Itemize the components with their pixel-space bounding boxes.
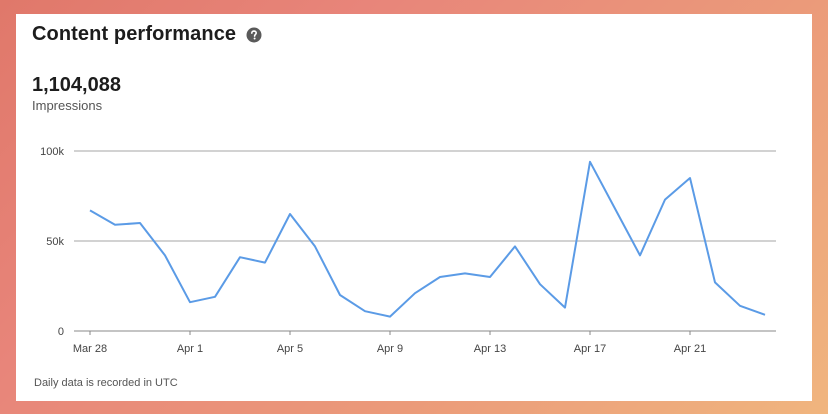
utc-footnote: Daily data is recorded in UTC	[34, 377, 178, 389]
data-point[interactable]	[136, 219, 144, 227]
y-tick-label: 0	[58, 326, 64, 338]
data-point[interactable]	[111, 221, 119, 229]
data-point[interactable]	[411, 289, 419, 297]
impressions-line-chart: 0 50k 100k Mar 28 Apr 1 Apr 5 Apr 9 Apr 13 Apr …	[40, 146, 776, 355]
impressions-value: 1,104,088	[32, 74, 121, 96]
content-performance-card: Content performance 1,104,088 Impression…	[16, 14, 812, 401]
x-tick-label: Apr 1	[177, 343, 203, 355]
impressions-label: Impressions	[32, 98, 103, 113]
data-point[interactable]	[461, 269, 469, 277]
x-tick-label: Apr 9	[377, 343, 403, 355]
data-point[interactable]	[736, 302, 744, 310]
data-point[interactable]	[436, 273, 444, 281]
x-tick-label: Mar 28	[73, 343, 107, 355]
data-point[interactable]	[761, 311, 769, 319]
data-point[interactable]	[211, 293, 219, 301]
data-point[interactable]	[511, 242, 519, 250]
x-tick-label: Apr 5	[277, 343, 303, 355]
y-tick-label: 50k	[46, 236, 64, 248]
card-header: Content performance	[32, 23, 262, 46]
card-title: Content performance	[32, 23, 237, 45]
data-point[interactable]	[686, 174, 694, 182]
data-point[interactable]	[361, 307, 369, 315]
data-point[interactable]	[586, 158, 594, 166]
data-point[interactable]	[636, 251, 644, 259]
data-point[interactable]	[386, 313, 394, 321]
data-point[interactable]	[161, 251, 169, 259]
question-circle-icon[interactable]	[246, 27, 262, 43]
data-point[interactable]	[236, 253, 244, 261]
x-tick-label: Apr 13	[474, 343, 506, 355]
data-point[interactable]	[86, 206, 94, 214]
impressions-series-line	[89, 160, 766, 318]
data-point[interactable]	[311, 242, 319, 250]
x-tick-label: Apr 21	[674, 343, 706, 355]
data-point[interactable]	[536, 280, 544, 288]
data-point[interactable]	[661, 196, 669, 204]
data-point[interactable]	[486, 273, 494, 281]
data-point[interactable]	[186, 298, 194, 306]
data-point[interactable]	[286, 210, 294, 218]
y-tick-label: 100k	[40, 146, 64, 158]
data-point[interactable]	[261, 259, 269, 267]
data-point[interactable]	[561, 304, 569, 312]
data-point[interactable]	[336, 291, 344, 299]
data-point[interactable]	[711, 278, 719, 286]
x-tick-label: Apr 17	[574, 343, 606, 355]
data-point[interactable]	[611, 205, 619, 213]
